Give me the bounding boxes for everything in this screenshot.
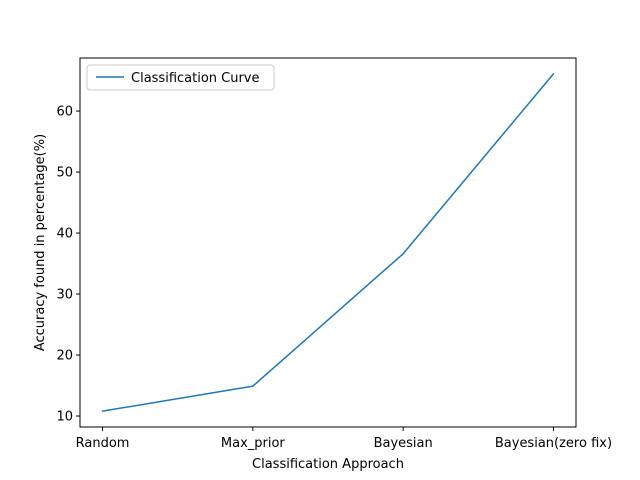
x-axis: Random Max_prior Bayesian Bayesian(zero fix…: [76, 427, 612, 451]
x-tick-label: Bayesian(zero fix): [495, 436, 612, 451]
series-point: [402, 253, 404, 255]
y-tick-label: 20: [56, 349, 73, 364]
series-point: [252, 385, 254, 387]
y-tick-label: 40: [56, 227, 73, 242]
series-point: [552, 73, 555, 75]
legend: Classification Curve: [86, 64, 275, 91]
x-axis-label: Classification Approach: [252, 457, 404, 472]
x-tick-label: Max_prior: [221, 436, 286, 451]
x-tick-label: Bayesian: [374, 436, 433, 451]
series-line: [102, 73, 555, 412]
legend-label: Classification Curve: [131, 71, 260, 86]
y-axis: 10 20 30 40 50 60: [56, 105, 80, 425]
y-axis-label: Accuracy found in percentage(%): [33, 134, 48, 351]
y-tick-label: 60: [56, 105, 73, 120]
plot-layer: [101, 73, 555, 412]
series-point: [101, 410, 104, 412]
plot-frame: [79, 57, 577, 428]
y-tick-label: 10: [56, 410, 73, 425]
legend-frame: [86, 64, 275, 91]
y-tick-label: 30: [56, 288, 73, 303]
x-tick-label: Random: [76, 436, 130, 451]
y-tick-label: 50: [56, 166, 73, 181]
